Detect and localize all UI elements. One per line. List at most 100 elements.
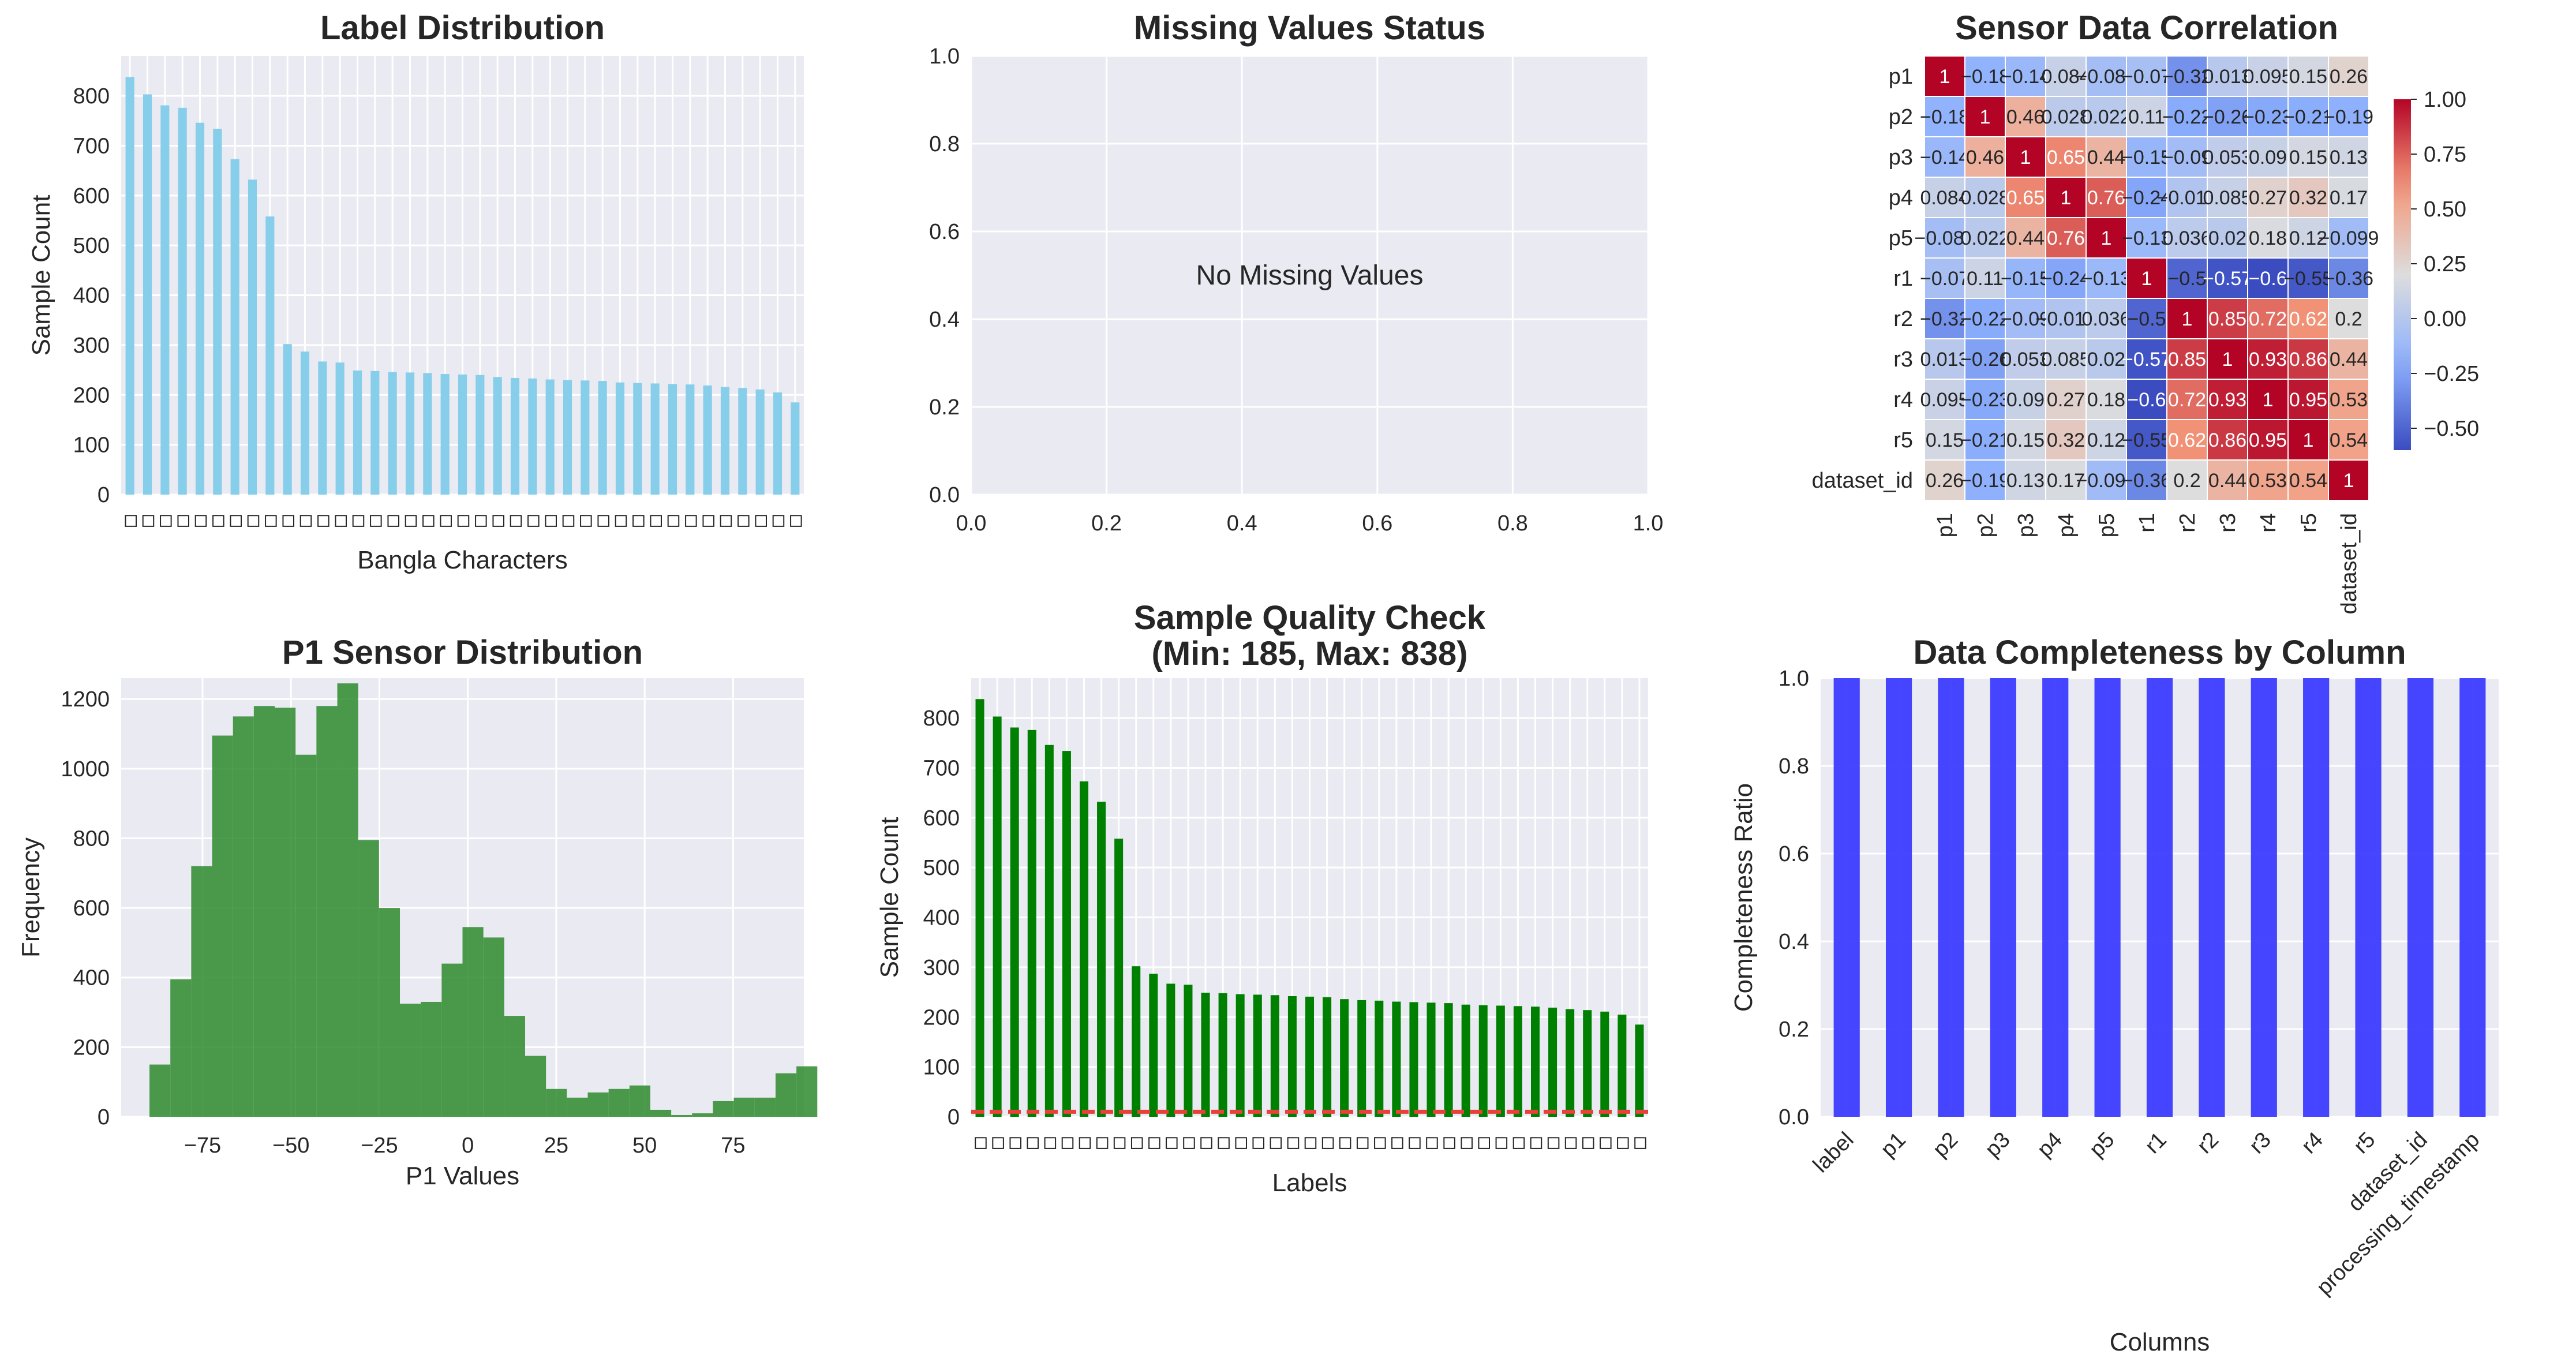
x-tick-label: p3 xyxy=(1980,1128,2015,1162)
x-tick-label: p2 xyxy=(1929,1128,1963,1162)
bar xyxy=(993,716,1002,1117)
heatmap-cell xyxy=(2247,257,2289,299)
bar xyxy=(1618,1014,1627,1117)
colorbar-tick-label: 1.00 xyxy=(2424,88,2466,112)
cell-value: −0.22 xyxy=(1960,308,2010,330)
heatmap-cell xyxy=(2045,136,2087,178)
y-tick-label: 300 xyxy=(73,334,110,358)
cell-value: −0.14 xyxy=(2001,66,2050,88)
chart-title: Label Distribution xyxy=(320,9,605,47)
cell-value: 0.27 xyxy=(2249,187,2287,209)
cell-value: −0.36 xyxy=(2324,268,2373,290)
bar xyxy=(125,77,134,495)
cell-value: 0.095 xyxy=(1920,389,1969,411)
bar xyxy=(1253,994,1262,1117)
heatmap-cell xyxy=(2328,338,2369,380)
cell-value: −0.14 xyxy=(1920,147,1970,169)
cell-value: 0.09 xyxy=(2006,389,2045,411)
heatmap-cell xyxy=(2247,298,2289,339)
bar xyxy=(1340,999,1349,1117)
heatmap-cell xyxy=(2247,379,2289,420)
heatmap-cell xyxy=(2247,338,2289,380)
cell-value: −0.15 xyxy=(2001,268,2050,290)
bar xyxy=(178,107,187,495)
y-tick-label: 200 xyxy=(923,1005,960,1030)
cell-value: 0.53 xyxy=(2330,389,2368,411)
y-tick-label: 100 xyxy=(73,433,110,458)
heatmap-cell xyxy=(2247,96,2289,137)
missing-values-chart: 0.0 0.2 0.4 0.6 0.8 1.0 0.0 0.2 0.4 0.6 0.8 1.0 No M… xyxy=(929,9,1663,536)
plot-area xyxy=(971,56,1648,495)
bar xyxy=(1548,1007,1557,1117)
x-tick-label: 50 xyxy=(632,1134,657,1158)
heatmap-cell xyxy=(2247,217,2289,259)
row-label: p1 xyxy=(1889,65,1913,89)
cell-value: 1 xyxy=(2061,187,2072,209)
cell-value: 0.013 xyxy=(2203,66,2252,88)
bar xyxy=(720,387,730,495)
row-label: p3 xyxy=(1889,145,1913,170)
y-tick-label: 400 xyxy=(73,284,110,308)
cell-value: 0.53 xyxy=(2249,470,2287,492)
bar xyxy=(2199,678,2225,1117)
cell-value: 0.46 xyxy=(1966,147,2004,169)
cell-value: −0.09 xyxy=(2001,308,2050,330)
heatmap-cell xyxy=(2207,257,2248,299)
bar xyxy=(1583,1010,1592,1117)
heatmap-cell xyxy=(2085,379,2127,420)
cell-value: 0.02 xyxy=(2208,227,2246,249)
x-tick-label: ◇ xyxy=(781,505,810,534)
col-label: r4 xyxy=(2256,513,2281,533)
bar xyxy=(1097,802,1106,1117)
heatmap-cell xyxy=(2126,217,2167,259)
heatmap-cell xyxy=(2005,338,2046,380)
x-tick-label: r2 xyxy=(2193,1128,2224,1159)
heatmap-cell xyxy=(2207,298,2248,339)
histogram-bin xyxy=(149,1064,171,1117)
bar xyxy=(1287,996,1297,1117)
y-axis-label: Sample Count xyxy=(875,817,904,978)
cell-value: 0.76 xyxy=(2047,227,2085,249)
cell-value: 0.095 xyxy=(2243,66,2292,88)
y-tick-label: 0.4 xyxy=(929,308,960,332)
histogram-bin xyxy=(650,1109,672,1117)
y-tick-label: 0 xyxy=(98,483,110,507)
bar xyxy=(545,379,555,495)
cell-value: 0.18 xyxy=(2249,227,2287,249)
cell-value: 0.72 xyxy=(2168,389,2206,411)
bar xyxy=(528,378,537,495)
x-tick-label: 1.0 xyxy=(1633,511,1664,536)
x-tick-label: −25 xyxy=(361,1134,398,1158)
cell-value: 1 xyxy=(2141,268,2152,290)
heatmap-cell xyxy=(2247,55,2289,97)
cell-value: −0.09 xyxy=(2162,147,2212,169)
col-label: p2 xyxy=(1974,513,1998,537)
cell-value: 0.26 xyxy=(1926,470,1964,492)
bar xyxy=(1392,1001,1401,1117)
y-axis-label: Frequency xyxy=(17,837,45,957)
cell-value: −0.21 xyxy=(2283,106,2333,128)
x-tick-label: 0.0 xyxy=(956,511,987,536)
heatmap-cell xyxy=(2126,419,2167,461)
cell-value: −0.55 xyxy=(2283,268,2333,290)
cell-value: 0.95 xyxy=(2289,389,2327,411)
row-label: r1 xyxy=(1893,267,1913,291)
heatmap-cell xyxy=(2085,217,2127,259)
x-tick-label: 0.4 xyxy=(1227,511,1257,536)
cell-value: 0.54 xyxy=(2289,470,2327,492)
histogram-bin xyxy=(295,754,317,1117)
cell-value: −0.24 xyxy=(2041,268,2091,290)
colorbar-tick-label: 0.25 xyxy=(2424,252,2466,276)
row-label: r5 xyxy=(1893,428,1913,452)
histogram-bin xyxy=(504,1016,525,1117)
cell-value: 0.93 xyxy=(2249,349,2287,371)
row-label: dataset_id xyxy=(1812,469,1913,493)
heatmap-cell xyxy=(2287,55,2329,97)
x-axis-label: Labels xyxy=(1272,1169,1347,1197)
y-axis-label: Completeness Ratio xyxy=(1729,783,1758,1012)
cell-value: 0.44 xyxy=(2087,147,2125,169)
y-axis-label: Sample Count xyxy=(27,195,55,356)
histogram-bin xyxy=(629,1085,650,1117)
colorbar-tick-label: 0.00 xyxy=(2424,307,2466,331)
row-label: p5 xyxy=(1889,226,1913,250)
